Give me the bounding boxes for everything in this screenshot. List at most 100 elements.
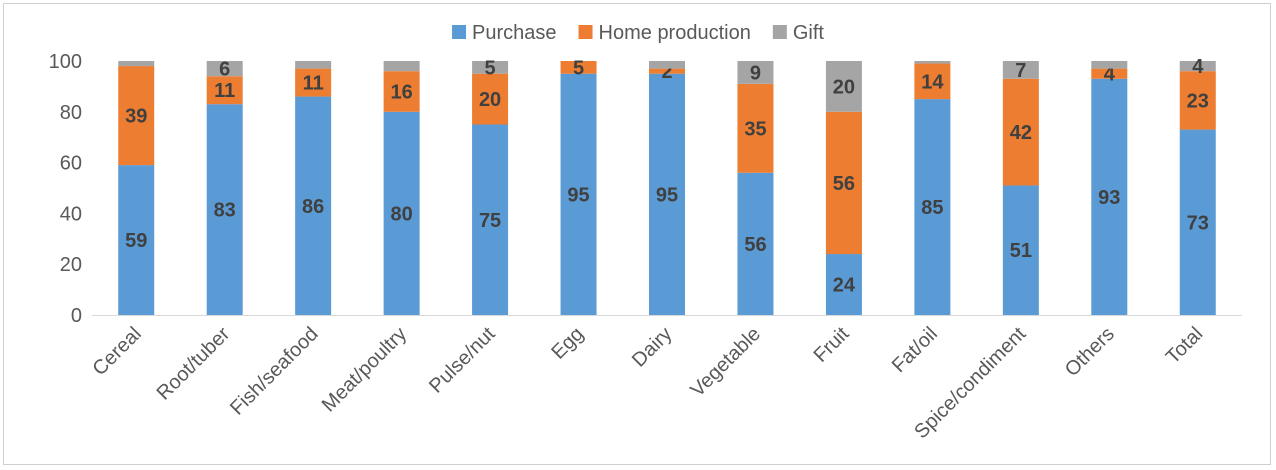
bar-segment (825, 254, 862, 315)
bar-segment (560, 73, 597, 315)
data-label: 16 (390, 81, 412, 103)
data-label: 42 (1010, 122, 1032, 144)
bar-segment (1091, 68, 1128, 79)
bar-segment (914, 63, 951, 100)
data-label: 95 (567, 184, 589, 206)
bar-segment (383, 61, 420, 72)
data-label: 93 (1098, 187, 1120, 209)
legend-label: Purchase (472, 22, 557, 44)
bar-segment (295, 68, 332, 97)
bar-segment (649, 73, 685, 315)
bar-segment (914, 99, 951, 315)
data-label: 35 (744, 118, 766, 140)
data-label: 75 (479, 210, 501, 232)
bar-segment (1179, 61, 1216, 72)
data-label: 11 (303, 73, 324, 95)
bar-segment (825, 111, 862, 255)
bar-segment (295, 96, 332, 315)
bar-segment (737, 172, 774, 315)
bars: 5939831168611801675205955952563592456208… (118, 56, 1216, 316)
y-axis: 0 20 40 60 80 100 (49, 51, 82, 327)
bar-segment (1002, 78, 1039, 186)
data-label: 83 (214, 200, 236, 222)
legend-label: Gift (793, 22, 825, 44)
bar-segment (560, 61, 597, 74)
bar-segment (825, 61, 862, 112)
y-tick-label: 80 (60, 102, 82, 124)
x-category-label: Pulse/nut (425, 323, 500, 398)
x-category-label: Root/tuber (153, 323, 235, 405)
x-category-label: Fruit (810, 323, 854, 367)
x-category-label: Cereal (89, 323, 146, 380)
data-label: 11 (214, 80, 235, 102)
y-tick-label: 20 (60, 254, 82, 276)
data-label: 4 (1104, 64, 1116, 86)
y-tick-label: 60 (60, 153, 82, 175)
legend-swatch (578, 25, 593, 39)
bar-segment (206, 61, 243, 77)
data-label: 20 (479, 89, 501, 111)
bar-segment (383, 111, 420, 315)
bar-segment (472, 124, 509, 315)
data-label: 4 (1192, 56, 1204, 78)
bar-segment (649, 61, 685, 69)
bar-segment (206, 104, 243, 316)
data-label: 6 (219, 59, 230, 81)
bar-segment (118, 61, 155, 67)
bar-segment (118, 165, 155, 315)
data-label: 85 (921, 197, 943, 219)
legend-swatch (452, 25, 467, 39)
data-label: 5 (485, 57, 496, 79)
bar-segment (472, 73, 509, 125)
y-tick-label: 40 (60, 203, 82, 225)
bar-segment (1179, 71, 1216, 130)
data-label: 7 (1015, 60, 1026, 82)
x-axis: Cereal Root/tuberFish/seafoodMeat/poultry… (89, 315, 1242, 443)
bar-segment (1179, 129, 1216, 315)
data-label: 2 (661, 61, 672, 83)
bar-segment (383, 71, 420, 112)
bar-segment (1002, 185, 1039, 315)
x-category-label: Egg (547, 323, 588, 364)
data-label: 86 (302, 196, 324, 218)
data-label: 14 (921, 71, 944, 93)
x-category-label: Vegetable (687, 323, 765, 401)
bar-segment (118, 66, 155, 166)
data-label: 80 (390, 203, 412, 225)
data-label: 59 (125, 230, 147, 252)
data-label: 95 (656, 184, 678, 206)
x-category-label: Fat/oil (888, 323, 942, 377)
bar-segment (649, 68, 685, 74)
legend: Purchase Home production Gift (452, 22, 824, 44)
x-category-label: Fish/seafood (226, 323, 323, 420)
y-tick-label: 100 (49, 51, 82, 73)
x-category-label: Total (1162, 323, 1207, 368)
bar-segment (1002, 61, 1039, 79)
legend-swatch (772, 25, 787, 39)
data-label: 5 (573, 57, 584, 79)
data-label: 73 (1187, 212, 1209, 234)
data-label: 39 (125, 106, 147, 128)
bar-segment (914, 61, 951, 64)
data-label: 23 (1187, 90, 1209, 112)
bar-segment (737, 61, 774, 84)
data-label: 20 (833, 76, 855, 98)
x-category-label: Dairy (628, 323, 677, 372)
data-label: 51 (1010, 240, 1032, 262)
x-category-label: Others (1061, 323, 1119, 381)
bar-segment (1091, 78, 1128, 315)
bar-segment (295, 61, 332, 69)
data-label: 56 (744, 234, 766, 256)
y-tick-label: 0 (71, 305, 82, 327)
x-category-label: Meat/poultry (318, 323, 411, 416)
legend-label: Home production (599, 22, 751, 44)
bar-segment (472, 61, 509, 74)
bar-segment (1091, 61, 1128, 69)
bar-segment (206, 76, 243, 105)
data-label: 24 (833, 275, 856, 297)
bar-segment (737, 83, 774, 173)
chart-frame (3, 3, 1271, 465)
data-label: 56 (833, 173, 855, 195)
data-label: 9 (750, 62, 761, 84)
